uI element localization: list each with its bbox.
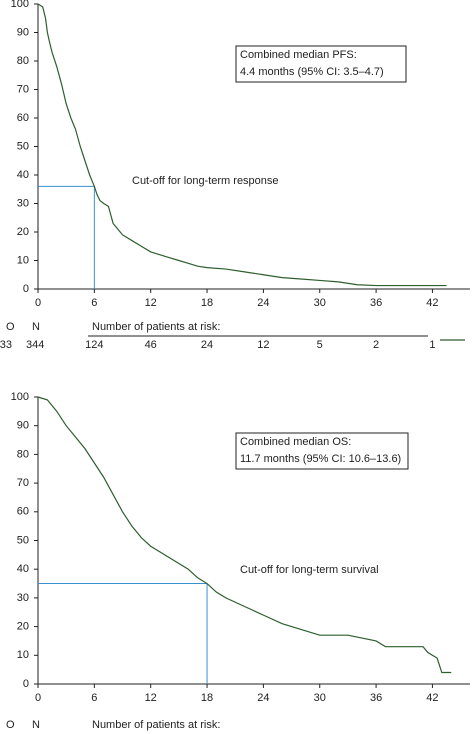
risk-header: O xyxy=(6,719,15,731)
y-tick-label: 0 xyxy=(23,678,29,690)
y-tick-label: 40 xyxy=(17,169,29,181)
y-tick-label: 80 xyxy=(17,448,29,460)
cutoff-label: Cut-off for long-term response xyxy=(132,175,279,187)
annotation-text: 4.4 months (95% CI: 3.5–4.7) xyxy=(240,66,384,78)
risk-count: 124 xyxy=(85,339,103,351)
x-tick-label: 6 xyxy=(91,692,97,704)
survival-curve xyxy=(37,396,452,674)
x-tick-label: 12 xyxy=(145,692,157,704)
risk-count: 2 xyxy=(373,339,379,351)
annotation-text: 11.7 months (95% CI: 10.6–13.6) xyxy=(240,453,401,465)
y-tick-label: 60 xyxy=(17,506,29,518)
y-tick-label: 50 xyxy=(17,140,29,152)
risk-count: 46 xyxy=(145,339,157,351)
y-tick-label: 90 xyxy=(17,420,29,432)
y-tick-label: 10 xyxy=(17,649,29,661)
risk-o: 333 xyxy=(0,339,12,351)
y-tick-label: 90 xyxy=(17,26,29,38)
x-tick-label: 42 xyxy=(426,297,438,309)
risk-header: N xyxy=(32,719,40,731)
y-tick-label: 30 xyxy=(17,592,29,604)
y-tick-label: 30 xyxy=(17,197,29,209)
x-tick-label: 42 xyxy=(426,692,438,704)
x-tick-label: 12 xyxy=(145,297,157,309)
annotation-box xyxy=(235,432,409,470)
y-tick-label: 70 xyxy=(17,477,29,489)
x-tick-label: 30 xyxy=(314,297,326,309)
annotation-text: Combined median OS: xyxy=(240,436,351,448)
x-tick-label: 18 xyxy=(201,297,213,309)
y-tick-label: 10 xyxy=(17,254,29,266)
y-tick-label: 20 xyxy=(17,226,29,238)
y-tick-label: 80 xyxy=(17,55,29,67)
y-tick-label: 60 xyxy=(17,112,29,124)
x-tick-label: 36 xyxy=(370,692,382,704)
risk-count: 5 xyxy=(317,339,323,351)
x-tick-label: 0 xyxy=(35,692,41,704)
risk-count: 12 xyxy=(257,339,269,351)
y-tick-label: 70 xyxy=(17,83,29,95)
x-tick-label: 18 xyxy=(201,692,213,704)
risk-label: Number of patients at risk: xyxy=(92,321,220,333)
risk-label: Number of patients at risk: xyxy=(92,719,220,731)
x-tick-label: 6 xyxy=(91,297,97,309)
x-tick-label: 24 xyxy=(257,692,269,704)
x-tick-label: 36 xyxy=(370,297,382,309)
cutoff-label: Cut-off for long-term survival xyxy=(240,564,379,576)
x-tick-label: 24 xyxy=(257,297,269,309)
y-tick-label: 0 xyxy=(23,283,29,295)
risk-header: N xyxy=(32,321,40,333)
y-tick-label: 50 xyxy=(17,534,29,546)
y-tick-label: 20 xyxy=(17,621,29,633)
y-tick-label: 100 xyxy=(11,0,29,10)
annotation-text: Combined median PFS: xyxy=(240,49,357,61)
risk-count: 1 xyxy=(429,339,435,351)
y-tick-label: 40 xyxy=(17,563,29,575)
survival-curve xyxy=(37,3,447,287)
annotation-box xyxy=(235,45,407,83)
x-tick-label: 30 xyxy=(314,692,326,704)
risk-count: 24 xyxy=(201,339,213,351)
x-tick-label: 0 xyxy=(35,297,41,309)
risk-header: O xyxy=(6,321,15,333)
y-tick-label: 100 xyxy=(11,391,29,403)
risk-n: 344 xyxy=(26,339,44,351)
